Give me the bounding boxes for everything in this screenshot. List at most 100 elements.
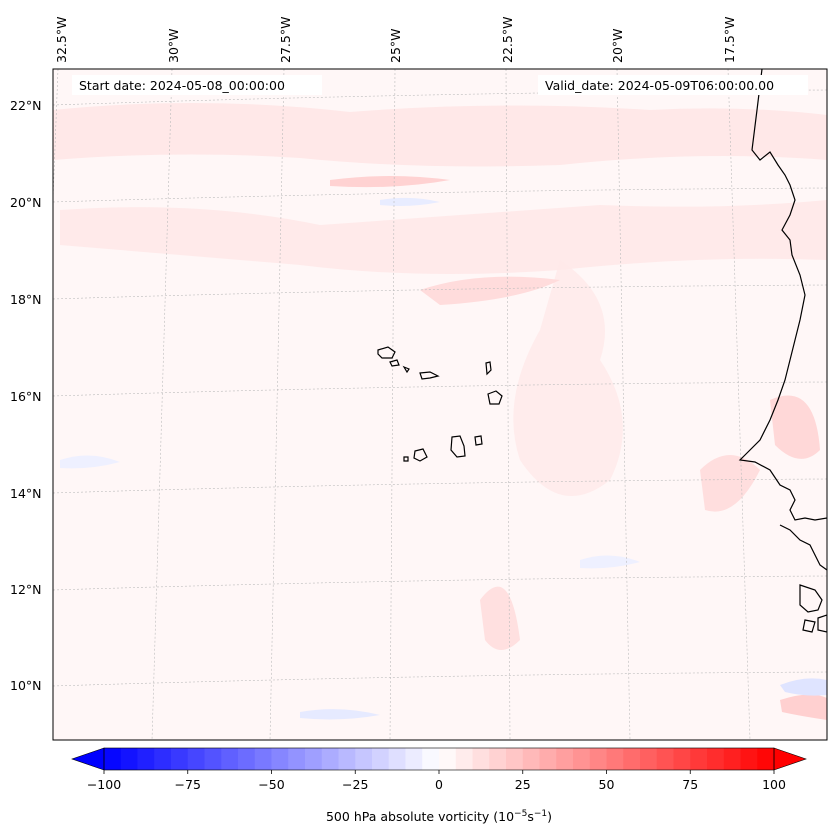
colorbar-cell bbox=[707, 748, 725, 770]
colorbar-cell bbox=[573, 748, 591, 770]
colorbar-cell bbox=[120, 748, 138, 770]
vorticity-positive-streak-5 bbox=[770, 395, 820, 459]
colorbar-cell bbox=[723, 748, 741, 770]
vorticity-positive-streak-6 bbox=[780, 694, 827, 720]
lon-label-22-5w: 22.5°W bbox=[500, 17, 515, 63]
gridlines bbox=[53, 69, 827, 740]
colorbar-cell bbox=[489, 748, 507, 770]
colorbar-cell bbox=[506, 748, 524, 770]
colorbar-cell bbox=[522, 748, 540, 770]
colorbar-tick-label: −50 bbox=[258, 777, 284, 792]
colorbar-cell bbox=[673, 748, 691, 770]
colorbar-cell bbox=[104, 748, 122, 770]
vorticity-negative-streak-3 bbox=[300, 709, 380, 720]
lat-label-18n: 18°N bbox=[10, 292, 42, 307]
vorticity-positive-region-se bbox=[513, 260, 623, 496]
colorbar-cell bbox=[589, 748, 607, 770]
coastline-africa bbox=[738, 69, 827, 521]
colorbar-cell bbox=[355, 748, 373, 770]
latitude-labels: 22°N 20°N 18°N 16°N 14°N 12°N 10°N bbox=[10, 98, 42, 693]
colorbar-cell bbox=[338, 748, 356, 770]
colorbar-cell bbox=[556, 748, 574, 770]
vorticity-positive-band-north bbox=[53, 102, 827, 167]
colorbar-tick-label: 25 bbox=[515, 777, 531, 792]
colorbar-cell bbox=[539, 748, 557, 770]
lat-label-20n: 20°N bbox=[10, 195, 42, 210]
colorbar: −100 −75 −50 −25 0 25 50 75 100 500 hPa absolute… bbox=[71, 747, 807, 824]
colorbar-cell bbox=[221, 748, 239, 770]
colorbar-cell bbox=[690, 748, 708, 770]
coastline-cape-verde-sal bbox=[485, 361, 492, 376]
colorbar-cell bbox=[171, 748, 189, 770]
lon-label-27-5w: 27.5°W bbox=[278, 17, 293, 63]
colorbar-tick-label: 75 bbox=[682, 777, 698, 792]
colorbar-tick-label: 0 bbox=[435, 777, 443, 792]
colorbar-cell bbox=[640, 748, 658, 770]
colorbar-cell bbox=[187, 748, 205, 770]
colorbar-extend-max bbox=[773, 747, 807, 771]
vorticity-positive-streak-4 bbox=[700, 455, 760, 512]
map-frame bbox=[52, 68, 828, 741]
vorticity-negative-streak-2 bbox=[780, 678, 827, 696]
colorbar-cell bbox=[388, 748, 406, 770]
colorbar-cell bbox=[137, 748, 155, 770]
longitude-labels: 32.5°W 30°W 27.5°W 25°W 22.5°W 20°W 17.5… bbox=[54, 17, 737, 63]
colorbar-cell bbox=[271, 748, 289, 770]
coastline-cape-verde-sao-vicente bbox=[389, 359, 400, 367]
coastline-cape-verde-sao-nicolau bbox=[419, 371, 440, 380]
vorticity-positive-streak-3 bbox=[480, 586, 520, 650]
vorticity-negative-streak-5 bbox=[580, 555, 640, 569]
vorticity-positive-streak-1 bbox=[330, 176, 450, 188]
colorbar-cell bbox=[321, 748, 339, 770]
coastline-cape-verde-santo-antao bbox=[377, 346, 396, 359]
colorbar-cell bbox=[472, 748, 490, 770]
colorbar-cell bbox=[154, 748, 172, 770]
coastline-cape-verde-maio bbox=[474, 435, 483, 446]
coastline-island-chain bbox=[799, 584, 823, 613]
colorbar-cell bbox=[254, 748, 272, 770]
start-date-box bbox=[72, 75, 322, 95]
colorbar-tick-label: −75 bbox=[175, 777, 201, 792]
colorbar-cell bbox=[455, 748, 473, 770]
coastline-cape-verde-santa-luzia bbox=[402, 365, 410, 374]
colorbar-cell bbox=[656, 748, 674, 770]
lat-label-12n: 12°N bbox=[10, 582, 42, 597]
coastline-cape-verde-boa-vista bbox=[487, 390, 503, 405]
colorbar-tick-label: −25 bbox=[342, 777, 368, 792]
lat-label-22n: 22°N bbox=[10, 98, 42, 113]
coastline-africa-south bbox=[779, 524, 827, 571]
colorbar-cell bbox=[305, 748, 323, 770]
colorbar-tick-label: −100 bbox=[87, 777, 121, 792]
colorbar-tick-label: 50 bbox=[599, 777, 615, 792]
lat-label-16n: 16°N bbox=[10, 389, 42, 404]
colorbar-extend-min bbox=[71, 747, 105, 771]
lon-label-25w: 25°W bbox=[388, 28, 403, 63]
colorbar-tick-label: 100 bbox=[762, 777, 786, 792]
colorbar-cell bbox=[606, 748, 624, 770]
coastline-cape-verde-santiago bbox=[450, 435, 466, 458]
coastline-bijagos-2 bbox=[817, 614, 827, 633]
lon-label-30w: 30°W bbox=[166, 28, 181, 63]
coastlines bbox=[377, 69, 827, 633]
vorticity-negative-streak-1 bbox=[380, 197, 440, 206]
vorticity-negative-streak-4 bbox=[60, 455, 120, 469]
valid-date-box bbox=[538, 75, 808, 95]
colorbar-cell bbox=[204, 748, 222, 770]
coastline-cape-verde-fogo bbox=[413, 448, 428, 462]
colorbar-cell bbox=[439, 748, 457, 770]
colorbar-cell bbox=[372, 748, 390, 770]
colorbar-label: 500 hPa absolute vorticity (10−5s−1) bbox=[326, 809, 552, 824]
lon-label-20w: 20°W bbox=[610, 28, 625, 63]
vorticity-field bbox=[53, 102, 827, 720]
vorticity-positive-streak-2 bbox=[420, 276, 560, 305]
colorbar-cell bbox=[288, 748, 306, 770]
colorbar-cell bbox=[422, 748, 440, 770]
coastline-bijagos-1 bbox=[802, 619, 816, 633]
start-date-label: Start date: 2024-05-08_00:00:00 bbox=[79, 78, 285, 93]
gridline-lon-32-5 bbox=[53, 69, 59, 201]
vorticity-positive-band-mid bbox=[60, 200, 827, 274]
colorbar-cells bbox=[104, 748, 775, 770]
colorbar-cell bbox=[623, 748, 641, 770]
colorbar-cell bbox=[405, 748, 423, 770]
